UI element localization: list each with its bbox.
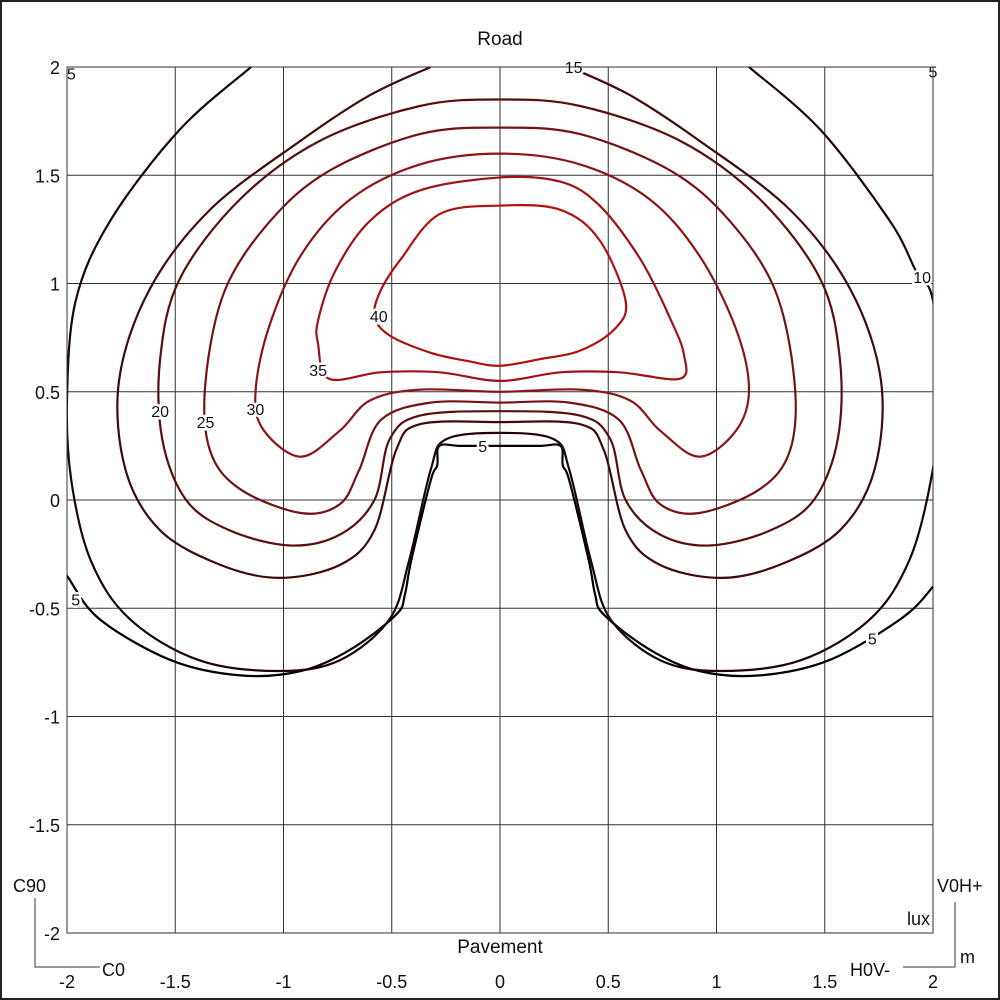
contour-line-5-lux xyxy=(67,443,933,678)
contour-label: 25 xyxy=(197,415,215,432)
corner-label-h0v: H0V- xyxy=(850,960,890,980)
x-tick-label: -0.5 xyxy=(376,972,407,992)
contour-label: 35 xyxy=(309,363,327,380)
chart-title: Road xyxy=(477,29,522,50)
corner-label-c0: C0 xyxy=(102,960,125,980)
corner-label-c90: C90 xyxy=(13,876,46,896)
contour-label: 40 xyxy=(370,309,388,326)
x-tick-label: 0 xyxy=(495,972,505,992)
contour-label: 30 xyxy=(246,402,264,419)
contour-line-35-lux xyxy=(315,175,688,382)
tick-labels: -2 -1.5 -1 -0.5 0 0.5 1 1.5 2 2 1.5 1 0.5 0 -0.5 -1 -1.5… xyxy=(29,58,938,992)
y-tick-label: 0 xyxy=(50,491,60,511)
y-tick-label: -0.5 xyxy=(29,599,60,619)
contour-line-40-lux xyxy=(373,203,628,367)
left-orientation-bracket xyxy=(34,898,100,968)
y-tick-label: -1 xyxy=(44,708,60,728)
y-tick-label: 2 xyxy=(50,58,60,78)
x-tick-label: -1.5 xyxy=(160,972,191,992)
contour-label: 5 xyxy=(868,632,877,649)
corner-label-v0h: V0H+ xyxy=(937,876,983,896)
x-axis-label: Pavement xyxy=(457,937,543,958)
unit-label: lux xyxy=(907,909,930,929)
contour-lines xyxy=(67,67,933,678)
contour-label: 5 xyxy=(71,593,80,610)
x-tick-label: 2 xyxy=(928,972,938,992)
contour-label: 20 xyxy=(151,404,169,421)
x-tick-label: 1.5 xyxy=(812,972,837,992)
contour-line-20-lux xyxy=(157,98,843,547)
y-tick-label: -1.5 xyxy=(29,816,60,836)
x-tick-label: -1 xyxy=(275,972,291,992)
contour-label: 15 xyxy=(565,60,583,77)
y-tick-label: 0.5 xyxy=(35,383,60,403)
right-orientation-bracket xyxy=(903,902,956,968)
y-tick-label: -2 xyxy=(44,924,60,944)
contour-line-15-lux xyxy=(116,67,884,579)
contour-line-30-lux xyxy=(254,152,751,458)
contour-label: 10 xyxy=(913,270,931,287)
y-tick-label: 1 xyxy=(50,275,60,295)
axis-unit-label: m xyxy=(960,947,975,967)
contour-line-25-lux xyxy=(203,126,797,515)
x-tick-label: 1 xyxy=(711,972,721,992)
grid xyxy=(66,66,934,934)
contour-label: 5 xyxy=(478,439,487,456)
contour-label: 5 xyxy=(67,66,76,83)
contour-line-10-lux xyxy=(67,67,933,673)
x-tick-label: -2 xyxy=(59,972,75,992)
y-tick-label: 1.5 xyxy=(35,166,60,186)
plot-area-border xyxy=(66,66,934,934)
x-tick-label: 0.5 xyxy=(596,972,621,992)
